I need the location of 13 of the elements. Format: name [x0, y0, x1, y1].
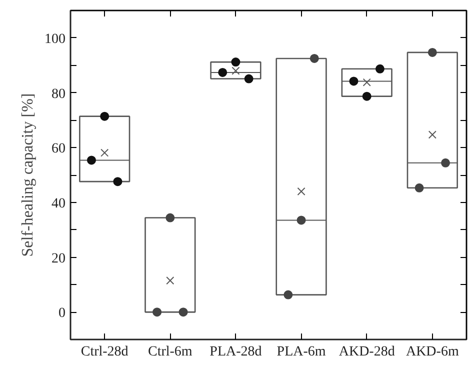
- y-tick-label: 40: [52, 196, 66, 212]
- y-tick-label: 0: [58, 306, 66, 322]
- y-tick-label: 60: [52, 142, 66, 157]
- x-tick-label: Ctrl-6m: [148, 344, 192, 360]
- y-tick-label: 80: [52, 86, 66, 102]
- x-tick-label: PLA-28d: [210, 344, 262, 360]
- x-tick-label: AKD-28d: [338, 344, 395, 360]
- x-tick-label: PLA-6m: [276, 344, 326, 360]
- y-tick-label: 100: [44, 32, 66, 47]
- x-tick-label: Ctrl-28d: [80, 344, 128, 360]
- x-tick-label: AKD-6m: [406, 344, 459, 360]
- y-tick-label: 20: [52, 251, 66, 266]
- y-axis-title: Self-healing capacity [%]: [20, 93, 36, 257]
